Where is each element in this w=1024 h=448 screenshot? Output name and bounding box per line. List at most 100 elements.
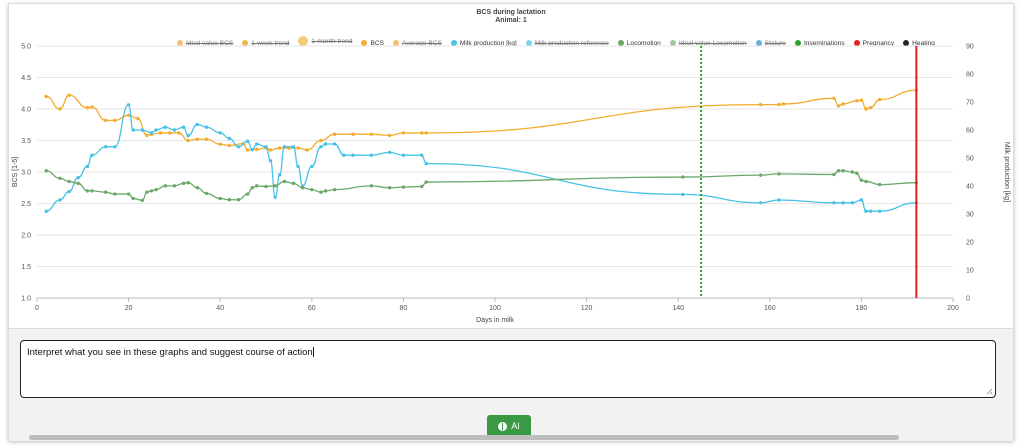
legend-item[interactable]: BCS <box>361 40 384 47</box>
series-point <box>236 145 241 149</box>
series-point <box>131 196 135 201</box>
legend-label: BCS <box>370 39 385 47</box>
legend-marker-icon <box>794 40 801 46</box>
series-point <box>227 136 232 141</box>
series-point <box>227 198 232 202</box>
series-point <box>255 142 259 146</box>
x-tick-label: 60 <box>308 305 316 312</box>
series-point <box>681 175 685 179</box>
chart-subtitle: Animal: 1 <box>495 17 527 24</box>
series-point <box>85 164 90 169</box>
series-point <box>177 131 181 135</box>
series-point <box>291 145 296 149</box>
legend-item[interactable]: Milk production reference <box>525 39 609 47</box>
y-tick-label-right: 20 <box>966 240 974 247</box>
x-tick-label: 80 <box>400 305 408 312</box>
series-point <box>333 187 337 192</box>
series-point <box>836 169 841 173</box>
series-point <box>855 99 859 103</box>
series-point <box>264 145 268 149</box>
series-point <box>268 148 273 152</box>
legend-marker-icon <box>903 40 910 46</box>
legend-item[interactable]: Milk production [kg] <box>450 40 517 47</box>
series-point <box>832 96 836 100</box>
legend-marker-icon <box>669 40 676 46</box>
resize-grip-icon[interactable] <box>986 388 993 395</box>
series-point <box>104 190 108 194</box>
series-point <box>158 131 163 135</box>
series-point <box>758 102 763 107</box>
prompt-textarea[interactable]: Interpret what you see in these graphs a… <box>20 340 996 398</box>
series-point <box>878 209 882 213</box>
legend-item[interactable]: Pregnancy <box>853 40 894 47</box>
series-point <box>58 198 62 202</box>
series-point <box>351 153 355 157</box>
y-tick-label-right: 50 <box>966 156 974 163</box>
x-tick-label: 40 <box>216 305 224 312</box>
y-tick-label-right: 0 <box>966 296 970 303</box>
series-point <box>255 184 259 188</box>
series-point <box>195 137 199 141</box>
series-point <box>218 142 222 146</box>
series-point <box>154 187 158 192</box>
y-tick-label-right: 80 <box>966 72 974 79</box>
series-point <box>126 103 131 107</box>
legend-marker-icon <box>177 40 183 46</box>
series-point <box>58 176 62 180</box>
series-point <box>154 128 158 132</box>
series-point <box>855 171 859 175</box>
prompt-panel: Interpret what you see in these graphs a… <box>9 328 1013 441</box>
series-point <box>268 159 273 163</box>
series-point <box>113 192 117 196</box>
legend-marker-icon <box>617 40 624 46</box>
legend-item[interactable]: Locomotion <box>617 40 661 47</box>
series-point <box>163 184 167 188</box>
y-tick-label-left: 1.5 <box>21 264 31 271</box>
series-point <box>420 131 424 135</box>
legend-label: Stature <box>764 39 786 47</box>
series-point <box>424 131 428 135</box>
legend-label: Inseminations <box>803 39 845 47</box>
series-point <box>181 125 186 129</box>
legend-label: Average BCS <box>402 39 442 47</box>
x-tick-label: 0 <box>35 305 39 312</box>
series-point <box>878 97 882 102</box>
legend-label: Ideal value Locomotion <box>678 39 747 47</box>
legend-item[interactable]: Stature <box>755 39 786 47</box>
y-tick-label-right: 60 <box>966 128 974 135</box>
series-point <box>333 132 337 136</box>
legend-item[interactable]: 1-month trend <box>298 36 352 46</box>
series-point <box>273 195 277 199</box>
y-tick-label-left: 5.0 <box>21 44 31 51</box>
series-point <box>387 150 392 155</box>
y-tick-label-left: 3.5 <box>21 138 31 145</box>
series-point <box>186 181 190 185</box>
series-point <box>250 147 254 152</box>
series-point <box>172 128 177 132</box>
series-point <box>758 173 763 177</box>
legend-item[interactable]: 1-week trend <box>242 40 289 47</box>
series-line <box>46 170 917 202</box>
legend-item[interactable]: Average BCS <box>393 40 442 47</box>
legend-item[interactable]: Inseminations <box>794 39 845 47</box>
y-tick-label-left: 4.5 <box>21 75 31 82</box>
legend-item[interactable]: Heating <box>903 40 935 47</box>
ai-button[interactable]: AI <box>487 415 531 437</box>
series-point <box>300 186 305 190</box>
series-point <box>104 118 108 123</box>
legend-item[interactable]: Ideal value Locomotion <box>669 39 747 47</box>
series-point <box>126 192 131 196</box>
series-point <box>76 181 80 186</box>
series-point <box>296 146 300 150</box>
legend-label: Milk production reference <box>534 39 609 47</box>
series-point <box>841 169 845 173</box>
series-point <box>305 148 309 152</box>
y-tick-label-left: 1.0 <box>21 296 31 303</box>
series-point <box>832 201 836 205</box>
legend-item[interactable]: Ideal value BCS <box>177 40 233 47</box>
series-point <box>181 181 186 186</box>
series-point <box>333 142 337 146</box>
series-point <box>864 179 868 184</box>
horizontal-scrollbar[interactable] <box>29 435 899 440</box>
series-point <box>401 153 406 157</box>
